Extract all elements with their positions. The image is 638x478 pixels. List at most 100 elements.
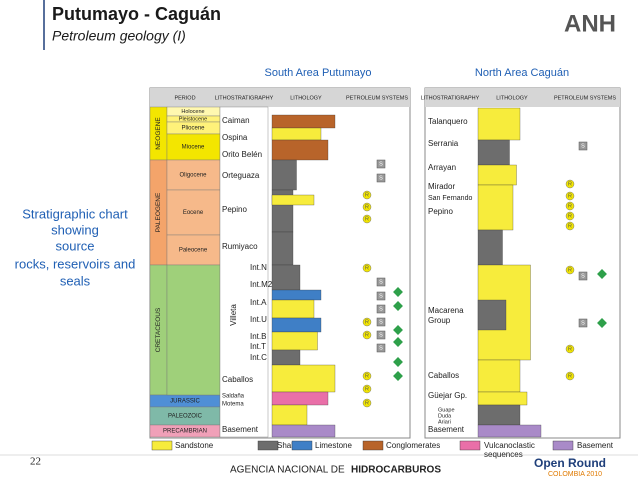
marker-letter: S (379, 332, 383, 338)
system-marker (362, 371, 372, 381)
seal-marker (393, 301, 403, 311)
formation: Duda (438, 413, 452, 419)
epoch-band (166, 234, 221, 266)
marker-letter: R (568, 203, 572, 209)
formation: Saldaña (222, 394, 245, 400)
brand-sub: COLOMBIA 2010 (548, 471, 602, 478)
marker-letter: S (379, 293, 383, 299)
formation: Int.N (250, 263, 267, 272)
lithology-strip (477, 299, 507, 331)
lithology-strip (477, 139, 510, 166)
lithology-strip (271, 391, 329, 406)
legend-swatch (291, 440, 313, 451)
lithology-strip (271, 364, 336, 393)
brand: Open Round (534, 456, 606, 470)
formation: Macarena (428, 306, 464, 315)
seal-marker (393, 371, 403, 381)
system-marker (376, 173, 386, 183)
system-marker (565, 211, 575, 221)
marker-letter: R (568, 181, 572, 187)
seal-marker (393, 337, 403, 347)
era-label: CRETACEOUS (155, 307, 162, 352)
system-marker (565, 191, 575, 201)
legend-swatch (362, 440, 384, 451)
formation: Orteguaza (222, 171, 260, 180)
lithology-strip (477, 164, 517, 186)
formation: Basement (222, 425, 259, 434)
system-marker (362, 330, 372, 340)
system-marker (362, 263, 372, 273)
seal-marker (597, 269, 607, 279)
north-header (425, 88, 620, 107)
marker-letter: R (568, 346, 572, 352)
marker-letter: R (365, 373, 369, 379)
side-note: Stratigraphic chart (22, 206, 128, 221)
era-label: PALEOZOIC (168, 414, 203, 420)
title: Putumayo - Caguán (52, 4, 221, 24)
formation: Ariari (438, 419, 451, 425)
column-header: PERIOD (174, 95, 195, 101)
lithology-strip (271, 317, 322, 333)
marker-letter: R (365, 332, 369, 338)
lithology-strip (477, 404, 521, 426)
marker-letter: S (581, 143, 585, 149)
legend-label: Basement (577, 441, 614, 450)
legend-swatch (151, 440, 173, 451)
agency: AGENCIA NACIONAL DE (230, 465, 345, 476)
era-label: JURASSIC (170, 399, 200, 405)
marker-letter: R (365, 216, 369, 222)
lithology-strip (477, 184, 514, 231)
panel-title: North Area Caguán (475, 67, 569, 79)
system-marker (578, 318, 588, 328)
era-label: PRECAMBRIAN (163, 429, 207, 435)
formation: Caiman (222, 116, 250, 125)
marker-letter: R (568, 213, 572, 219)
era-label: PALEOGENE (155, 192, 162, 232)
formation: Ospina (222, 133, 248, 142)
system-marker (578, 271, 588, 281)
epoch-label: Paleocene (179, 248, 208, 254)
side-note: seals (60, 273, 91, 288)
system-marker (565, 371, 575, 381)
lithology-strip (271, 127, 322, 141)
column-header: LITHOLOGY (290, 95, 322, 101)
epoch-label: Holocene (181, 109, 204, 115)
side-note: showing (51, 222, 99, 237)
formation: Orito Belén (222, 150, 262, 159)
page-number: 22 (30, 456, 41, 468)
lithology-strip (271, 159, 297, 191)
legend-swatch (459, 440, 481, 451)
column-header: LITHOLOGY (496, 95, 528, 101)
side-note: source (55, 238, 94, 253)
marker-letter: R (568, 267, 572, 273)
marker-letter: S (379, 345, 383, 351)
epoch-label: Miocene (182, 145, 205, 151)
marker-letter: S (581, 320, 585, 326)
column-header: LITHOSTRATIGRAPHY (215, 95, 274, 101)
column-header: PETROLEUM SYSTEMS (554, 95, 616, 101)
formation: Int.C (250, 353, 267, 362)
group-label: Villeta (229, 304, 238, 326)
system-marker (362, 214, 372, 224)
formation: Basement (428, 425, 465, 434)
formation: Group (428, 316, 451, 325)
logo: ANH (564, 10, 616, 37)
system-marker (565, 221, 575, 231)
seal-marker (597, 318, 607, 328)
seal-marker (393, 287, 403, 297)
formation: Int.U (250, 315, 267, 324)
marker-letter: S (379, 175, 383, 181)
marker-letter: S (379, 161, 383, 167)
marker-letter: R (365, 319, 369, 325)
column-header: PETROLEUM SYSTEMS (346, 95, 408, 101)
agency-bold: HIDROCARBUROS (351, 465, 441, 476)
legend-label: Limestone (315, 441, 352, 450)
epoch-band (166, 133, 221, 161)
lithology-strip (271, 264, 301, 291)
system-marker (362, 317, 372, 327)
legend-label: Conglomerates (386, 441, 440, 450)
formation: Int.T (250, 342, 266, 351)
system-marker (362, 398, 372, 408)
system-marker (376, 291, 386, 301)
